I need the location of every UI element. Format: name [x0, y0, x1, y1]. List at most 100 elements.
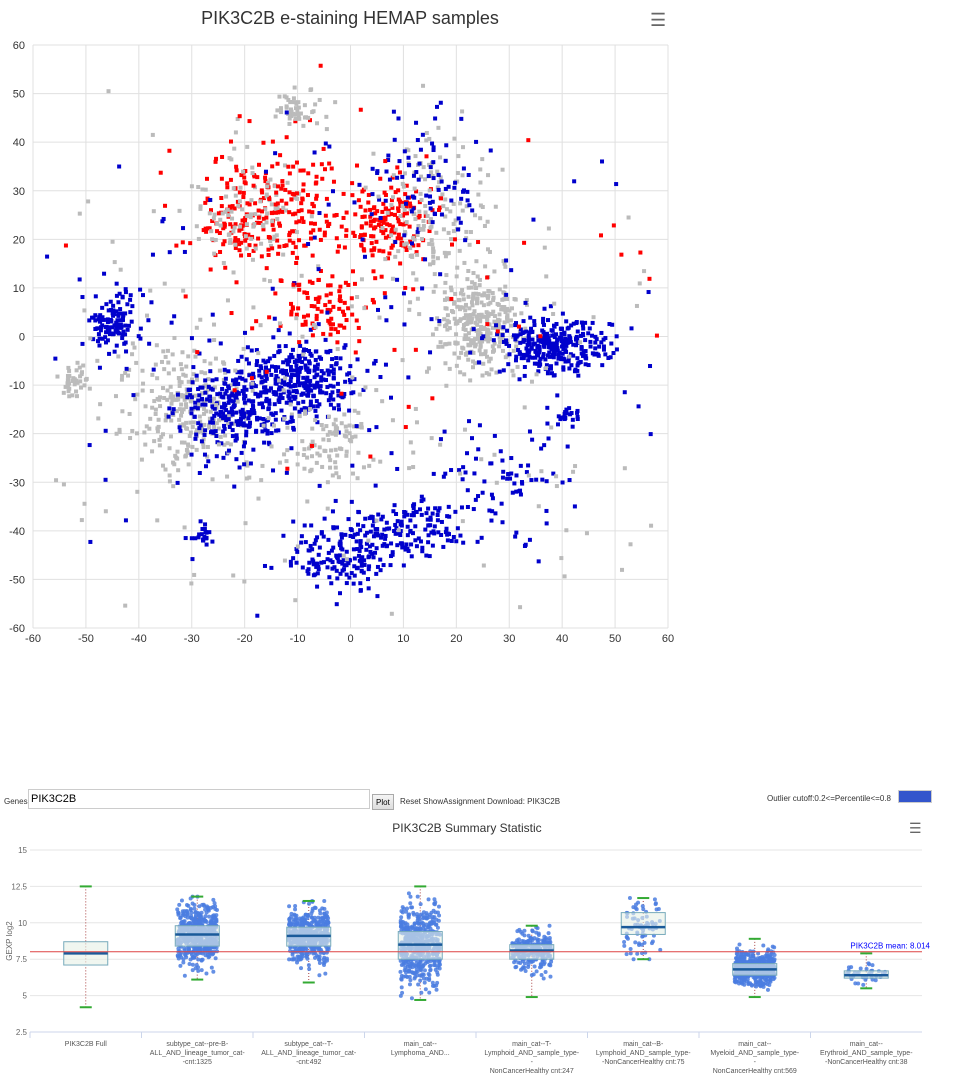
- boxplot-menu-icon[interactable]: ☰: [909, 820, 922, 836]
- scatter-point: [300, 196, 305, 201]
- scatter-point: [430, 220, 435, 225]
- scatter-point: [437, 180, 442, 185]
- scatter-point: [299, 540, 304, 545]
- scatter-point: [267, 356, 272, 361]
- data-point: [214, 913, 219, 918]
- scatter-point: [464, 352, 469, 357]
- scatter-point: [453, 291, 458, 296]
- scatter-point: [473, 213, 478, 218]
- scatter-point: [586, 363, 591, 368]
- scatter-point: [289, 301, 294, 306]
- scatter-point: [478, 180, 483, 185]
- scatter-point: [119, 377, 124, 382]
- scatter-point: [521, 319, 526, 324]
- scatter-point: [230, 409, 235, 414]
- scatter-point: [482, 314, 487, 319]
- scatter-point: [596, 353, 601, 358]
- scatter-point: [310, 210, 315, 215]
- scatter-point: [245, 201, 250, 206]
- scatter-point: [311, 559, 316, 564]
- scatter-point: [462, 260, 467, 265]
- scatter-point: [117, 430, 122, 435]
- scatter-point: [251, 408, 256, 413]
- scatter-point: [124, 366, 129, 371]
- plot-button[interactable]: Plot: [372, 794, 394, 810]
- scatter-point: [284, 382, 289, 387]
- scatter-point: [308, 118, 313, 123]
- scatter-point: [293, 119, 298, 124]
- scatter-point: [496, 322, 501, 327]
- scatter-point: [143, 442, 148, 447]
- scatter-point: [540, 328, 545, 333]
- scatter-point: [276, 350, 281, 355]
- scatter-point: [377, 197, 382, 202]
- scatter-point: [355, 357, 360, 362]
- scatter-point: [608, 355, 613, 360]
- genes-input[interactable]: [28, 789, 370, 809]
- scatter-point: [123, 287, 128, 292]
- scatter-point: [197, 414, 202, 419]
- scatter-point: [396, 219, 401, 224]
- scatter-point: [513, 323, 518, 328]
- scatter-point: [303, 540, 308, 545]
- scatter-point: [504, 258, 509, 263]
- scatter-point: [331, 322, 336, 327]
- scatter-point: [347, 371, 352, 376]
- scatter-point: [351, 230, 356, 235]
- scatter-point: [444, 207, 449, 212]
- scatter-point: [120, 336, 125, 341]
- scatter-point: [324, 196, 329, 201]
- data-point: [301, 915, 306, 920]
- scatter-point: [529, 478, 534, 483]
- data-point: [414, 968, 419, 973]
- scatter-point: [79, 518, 84, 523]
- scatter-point: [289, 197, 294, 202]
- scatter-point: [403, 192, 408, 197]
- x-category-label: ALL_AND_lineage_tumor_cat-: [261, 1050, 357, 1057]
- x-tick-label: 60: [662, 633, 674, 645]
- scatter-point: [336, 244, 341, 249]
- scatter-point: [269, 431, 274, 436]
- scatter-point: [476, 292, 481, 297]
- outlier-color-button[interactable]: [898, 790, 932, 803]
- action-links[interactable]: Reset ShowAssignment Download: PIK3C2B: [400, 797, 561, 806]
- x-tick-label: -30: [184, 633, 200, 645]
- scatter-point: [431, 250, 436, 255]
- scatter-point: [433, 116, 438, 121]
- scatter-point: [255, 417, 260, 422]
- scatter-point: [583, 353, 588, 358]
- data-point: [193, 966, 198, 971]
- scatter-point: [243, 181, 248, 186]
- scatter-point: [392, 230, 397, 235]
- y-tick-label: 15: [18, 846, 27, 855]
- scatter-point: [597, 344, 602, 349]
- scatter-point: [285, 420, 290, 425]
- scatter-point: [453, 218, 458, 223]
- scatter-point: [247, 119, 252, 124]
- scatter-point: [487, 289, 492, 294]
- scatter-point: [526, 138, 531, 143]
- chart-menu-icon[interactable]: ☰: [650, 10, 667, 30]
- scatter-point: [303, 381, 308, 386]
- scatter-point: [215, 440, 220, 445]
- scatter-point: [538, 339, 543, 344]
- scatter-point: [430, 174, 435, 179]
- scatter-point: [474, 291, 479, 296]
- scatter-point: [318, 384, 323, 389]
- scatter-point: [75, 380, 80, 385]
- scatter-point: [410, 531, 415, 536]
- scatter-point: [535, 361, 540, 366]
- scatter-point: [194, 325, 199, 330]
- scatter-point: [466, 331, 471, 336]
- scatter-point: [522, 373, 527, 378]
- y-tick-label: -40: [9, 526, 25, 538]
- scatter-point: [468, 313, 473, 318]
- scatter-point: [242, 462, 247, 467]
- scatter-point: [315, 535, 320, 540]
- scatter-point: [554, 474, 559, 479]
- scatter-point: [207, 423, 212, 428]
- data-point: [198, 920, 203, 925]
- scatter-point: [361, 524, 366, 529]
- scatter-point: [320, 464, 325, 469]
- scatter-point: [167, 148, 172, 153]
